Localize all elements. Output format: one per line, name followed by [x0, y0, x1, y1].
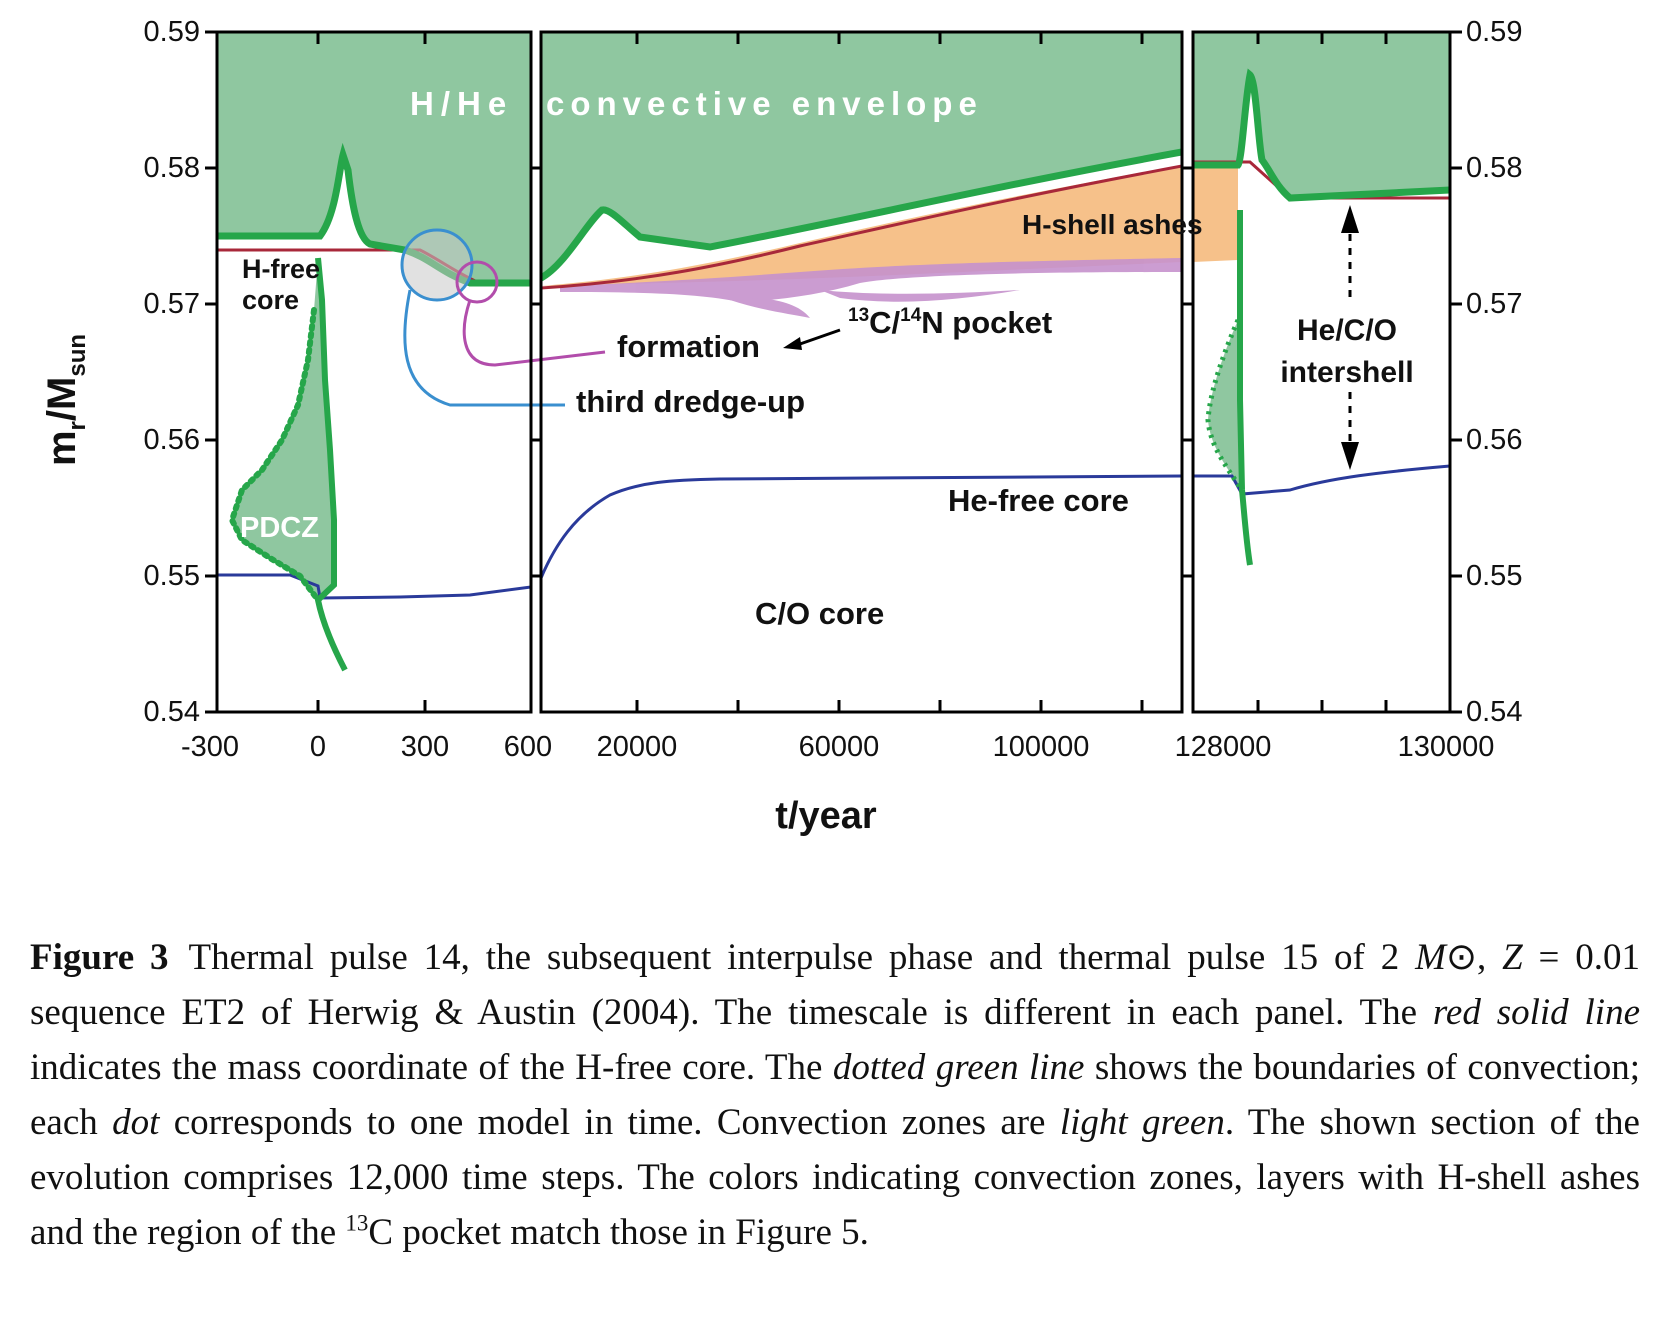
pdcz-boundary [228, 307, 321, 603]
pocket-sup-14: 14 [900, 305, 922, 326]
y-tick-label: 0.58 [144, 152, 200, 184]
label-h-free-2: core [242, 285, 299, 315]
y-tick-label-right: 0.57 [1466, 288, 1522, 320]
panel-3-content [1193, 32, 1450, 566]
y-axis-mid: /M [40, 377, 84, 421]
sun-symbol: ⊙ [1445, 937, 1477, 978]
dredge-up-connector [403, 289, 565, 407]
label-he-free-core: He-free core [948, 483, 1129, 518]
panel-2-frame [539, 30, 1184, 714]
x-tick-label: -300 [181, 731, 239, 763]
pocket-c: C/ [869, 305, 900, 340]
y-tick-label-right: 0.55 [1466, 560, 1522, 592]
caption-text: C pocket match those in Figure 5. [368, 1212, 869, 1253]
intershell-arrowhead-up [1341, 205, 1359, 233]
label-intershell-2: intershell [1280, 356, 1413, 389]
label-formation: formation [617, 329, 760, 364]
caption-text: . The shown section of the evolution com… [30, 1102, 1640, 1253]
h-free-core-line-p2 [541, 164, 1182, 290]
caption-z: Z [1502, 937, 1523, 978]
he-free-core-line-p1 [217, 573, 531, 600]
ashes-fill [541, 165, 1182, 286]
y-axis-sub-r: r [64, 421, 91, 430]
label-envelope-left: H/He [410, 85, 513, 122]
he-free-core-line-p2 [541, 474, 1182, 579]
y-tick-label: 0.54 [144, 696, 200, 728]
label-intershell-1: He/C/O [1297, 314, 1397, 347]
y-axis-sub-sun: sun [64, 334, 91, 377]
x-tick-label: 20000 [597, 731, 678, 763]
pocket-arrow-line [799, 328, 841, 346]
x-tick-label: 0 [310, 731, 326, 763]
x-tick-label: 60000 [799, 731, 880, 763]
caption-text: , [1476, 937, 1503, 978]
y-tick-label: 0.57 [144, 288, 200, 320]
caption-msun: M [1415, 937, 1446, 978]
x-tick-labels: -300 0 300 600 20000 60000 100000 128000… [181, 731, 1494, 763]
convection-boundary-p2 [541, 148, 1182, 282]
intershell-arrowhead-down [1341, 442, 1359, 470]
x-tick-label: 600 [504, 731, 552, 763]
y-tick-label: 0.59 [144, 16, 200, 48]
pocket-smear [560, 258, 1182, 318]
x-tick-label: 100000 [993, 731, 1090, 763]
label-dredge-up: third dredge-up [576, 384, 805, 419]
y-tick-label: 0.55 [144, 560, 200, 592]
envelope-fill-p3 [1193, 32, 1450, 198]
pocket-sup-13: 13 [848, 305, 869, 326]
caption-lightgreen: light green [1059, 1102, 1225, 1143]
caption-label: Figure 3 [30, 937, 169, 978]
x-tick-label: 128000 [1175, 731, 1272, 763]
panel-1-content [217, 32, 531, 672]
x-axis-title: t/year [775, 795, 877, 837]
caption-dot: dot [112, 1102, 160, 1143]
y-tick-label: 0.56 [144, 424, 200, 456]
caption-text: corresponds to one model in time. Convec… [159, 1102, 1060, 1143]
label-co-core: C/O core [755, 596, 884, 631]
envelope-fill-p2 [541, 32, 1182, 278]
y-tick-label-right: 0.56 [1466, 424, 1522, 456]
y-axis-title: mr/Msun [40, 334, 91, 466]
he-free-core-line-p3 [1193, 464, 1450, 496]
panel-1-frame [215, 30, 533, 714]
label-pocket: 13C/14N pocket [848, 305, 1052, 340]
label-envelope-right: convective envelope [546, 85, 983, 122]
label-ashes: H-shell ashes [1022, 209, 1203, 240]
y-tick-label-right: 0.58 [1466, 152, 1522, 184]
label-pdcz: PDCZ [240, 512, 319, 544]
caption-dotted: dotted green line [832, 1047, 1085, 1088]
caption-text: = 0.01 sequence ET2 of Herwig & Austin (… [30, 937, 1641, 1033]
formation-connector [462, 299, 606, 367]
formation-marker [455, 260, 499, 304]
pdcz-fill [232, 258, 334, 600]
y-axis-m: m [40, 430, 84, 466]
y-tick-marks [205, 30, 1462, 714]
dredge-up-marker [400, 228, 474, 302]
envelope-fill-p1 [217, 32, 531, 283]
pdcz-boundary-p3 [1205, 319, 1245, 492]
caption-text: indicates the mass coordinate of the H-f… [30, 1047, 833, 1088]
caption-sup13: 13 [345, 1210, 369, 1236]
pocket-n: N pocket [921, 305, 1052, 340]
x-tick-label: 300 [401, 731, 449, 763]
panel-2-content [541, 32, 1182, 579]
caption-text: shows the boundaries of convection; each [30, 1047, 1640, 1143]
figure-3-chart: 0.59 0.58 0.57 0.56 0.55 0.54 0.59 0.58 … [40, 16, 1522, 837]
y-tick-label-right: 0.59 [1466, 16, 1522, 48]
convection-boundary-p3 [1193, 68, 1450, 202]
label-h-free-1: H-free [242, 254, 320, 284]
caption-text: Thermal pulse 14, the subsequent interpu… [188, 937, 1416, 978]
pdcz-inner-boundary [314, 257, 348, 672]
y-tick-labels-left: 0.59 0.58 0.57 0.56 0.55 0.54 [144, 16, 200, 728]
pdcz-inner-p3 [1237, 210, 1253, 566]
y-tick-label-right: 0.54 [1466, 696, 1522, 728]
pocket-arrow-head [783, 337, 802, 350]
figure-caption: Figure 3 Thermal pulse 14, the subsequent… [30, 930, 1640, 1260]
ashes-fill-p3 [1193, 165, 1238, 262]
pdcz-fill-p3 [1208, 260, 1242, 490]
x-tick-label: 130000 [1398, 731, 1495, 763]
y-tick-labels-right: 0.59 0.58 0.57 0.56 0.55 0.54 [1466, 16, 1522, 728]
caption-red: red solid line [1432, 992, 1641, 1033]
